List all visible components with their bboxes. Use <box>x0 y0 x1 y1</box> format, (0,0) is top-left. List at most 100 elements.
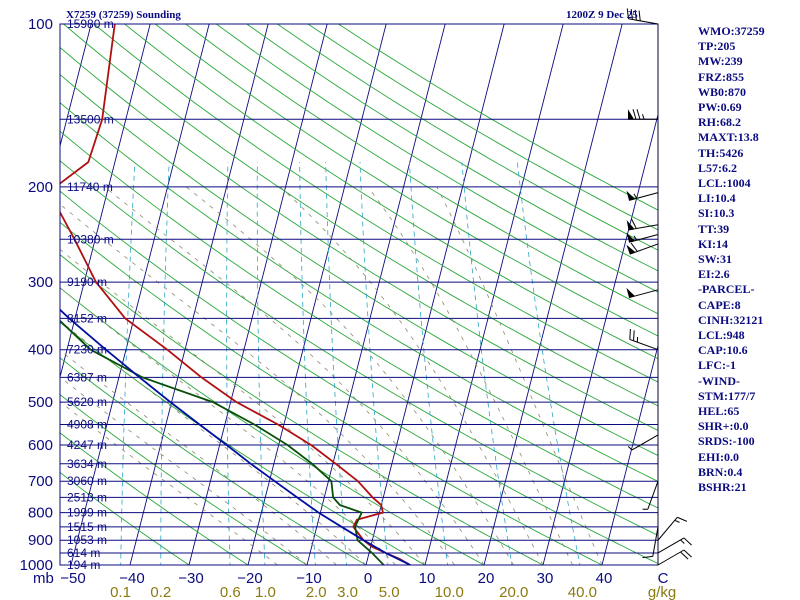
dry-adiabat-line <box>60 74 658 457</box>
pressure-tick-label: 400 <box>28 342 53 359</box>
dry-adiabat-line <box>60 46 658 431</box>
height-label: 5620 m <box>67 395 107 409</box>
index-row: CINH:32121 <box>698 312 764 327</box>
height-label: 13500 m <box>67 112 114 126</box>
pressure-tick-label: 200 <box>28 179 53 196</box>
dry-adiabat-line <box>60 432 249 565</box>
dewpoint-trace <box>60 319 385 565</box>
wind-barb <box>629 329 659 351</box>
index-row: TH:5426 <box>698 145 744 160</box>
index-row: L57:6.2 <box>698 160 737 175</box>
temperature-tick-label: 40 <box>596 570 613 587</box>
mixing-ratio-tick-label: 3.0 <box>337 584 358 600</box>
index-row: PW:0.69 <box>698 100 742 115</box>
isotherm-line <box>601 343 658 565</box>
mixing-ratio-tick-label: 0.2 <box>150 584 171 600</box>
isotherm-line <box>60 24 151 379</box>
index-row: -WIND- <box>698 373 740 388</box>
isotherm-line <box>0 12 35 577</box>
dry-adiabat-line <box>60 190 658 565</box>
pressure-tick-label: 800 <box>28 505 53 522</box>
pressure-tick-label: 700 <box>28 473 53 490</box>
index-row: KI:14 <box>698 236 728 251</box>
index-row: STM:177/7 <box>698 388 756 403</box>
dry-adiabat-line <box>60 254 544 565</box>
index-row: WB0:870 <box>698 84 746 99</box>
index-row: LCL:1004 <box>698 176 751 191</box>
wind-barb <box>642 526 659 559</box>
moist-adiabat-line <box>104 186 485 565</box>
isotherm-line <box>247 24 387 565</box>
background-grid <box>0 12 658 577</box>
isotherm-line <box>70 24 210 565</box>
moist-adiabat-line <box>60 203 455 565</box>
moist-adiabat-line <box>436 186 603 565</box>
wind-barb <box>657 516 688 541</box>
mixing-ratio-tick-label: g/kg <box>648 584 676 600</box>
height-label: 10380 m <box>67 232 114 246</box>
wind-barbs <box>626 8 692 566</box>
dry-adiabat-line <box>60 130 658 509</box>
height-label: 614 m <box>67 546 100 560</box>
index-row: SI:10.3 <box>698 206 735 221</box>
dry-adiabat-line <box>216 24 658 293</box>
isotherm-line <box>60 24 92 148</box>
dry-adiabat-line <box>63 24 658 407</box>
moist-adiabat-line <box>60 287 396 565</box>
index-row: WMO:37259 <box>698 24 765 38</box>
station-title: X7259 (37259) Sounding <box>66 9 181 21</box>
height-label: 1515 m <box>67 520 107 534</box>
dry-adiabat-line <box>60 102 658 482</box>
index-row: CAP:10.6 <box>698 343 748 358</box>
height-label: 1999 m <box>67 506 107 520</box>
temperature-tick-label: C <box>658 570 669 587</box>
mixing-ratio-line <box>359 162 389 565</box>
dry-adiabat-line <box>60 357 367 565</box>
height-label: 4908 m <box>67 418 107 432</box>
height-label: 3634 m <box>67 457 107 471</box>
dry-adiabat-line <box>185 24 658 315</box>
isotherm-line <box>483 24 623 565</box>
dry-adiabat-line <box>277 24 658 251</box>
pressure-tick-label: 100 <box>28 16 53 33</box>
temperature-tick-label: −10 <box>296 570 321 587</box>
index-row: MAXT:13.8 <box>698 130 759 145</box>
isotherm-line <box>365 24 505 565</box>
height-label: 8152 m <box>67 311 107 325</box>
pressure-unit-label: mb <box>33 570 54 587</box>
index-row: BRN:0.4 <box>698 464 743 479</box>
index-row: LI:10.4 <box>698 191 736 206</box>
index-row: RH:68.2 <box>698 115 741 130</box>
moist-adiabat-line <box>279 186 544 565</box>
index-row: LCL:948 <box>698 328 745 343</box>
temperature-tick-label: 10 <box>419 570 436 587</box>
index-row: SHR+:0.0 <box>698 419 749 434</box>
dry-adiabat-line <box>60 221 604 565</box>
parcel-trace <box>60 308 411 565</box>
wind-barb <box>626 190 659 201</box>
dry-adiabat-line <box>124 24 658 360</box>
wind-barb <box>642 481 659 510</box>
moist-adiabat-line <box>60 349 337 565</box>
pressure-tick-label: 900 <box>28 532 53 549</box>
wind-barb <box>626 232 659 243</box>
wind-barb <box>628 109 658 120</box>
mixing-ratio-tick-label: 0.1 <box>110 584 131 600</box>
wind-barb <box>626 287 659 299</box>
mixing-ratio-line <box>461 162 513 565</box>
dry-adiabat-line <box>93 24 658 383</box>
index-row: -PARCEL- <box>698 282 755 297</box>
temperature-tick-label: 20 <box>478 570 495 587</box>
temperature-tick-label: −40 <box>119 570 144 587</box>
mixing-ratio-tick-label: 5.0 <box>379 584 400 600</box>
dry-adiabat-line <box>60 471 190 565</box>
index-row: LFC:-1 <box>698 358 736 373</box>
indices-panel: WMO:37259 TP:205 MW:239 FRZ:855 WB0:870 PW:0.… <box>698 24 798 495</box>
isotherm-line <box>306 24 446 565</box>
height-label: 7230 m <box>67 343 107 357</box>
wind-barb <box>627 434 659 451</box>
index-row: SRDS:-100 <box>698 434 755 449</box>
dry-adiabat-line <box>60 287 485 565</box>
height-label: 9190 m <box>67 275 107 289</box>
